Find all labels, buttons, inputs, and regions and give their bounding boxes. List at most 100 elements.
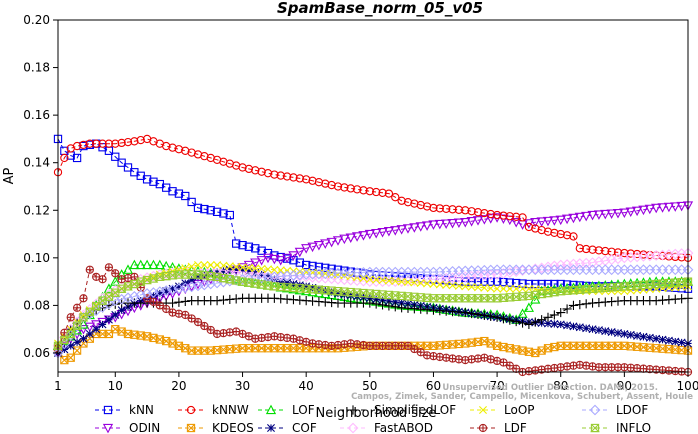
data-point	[383, 227, 395, 237]
data-point	[314, 262, 324, 272]
data-point	[461, 277, 470, 286]
data-point	[122, 264, 134, 274]
data-point	[461, 206, 470, 215]
data-point	[467, 277, 476, 286]
data-point	[66, 353, 75, 362]
legend-item-fastabod: FastABOD	[340, 421, 433, 434]
x-tick-label: 30	[235, 379, 250, 393]
data-point	[294, 247, 305, 258]
data-point	[644, 204, 655, 215]
data-point	[391, 272, 400, 281]
data-point	[129, 259, 140, 270]
data-point	[518, 213, 527, 222]
data-point	[423, 279, 432, 288]
data-point	[620, 248, 629, 258]
data-point	[651, 203, 662, 214]
data-point	[288, 283, 299, 292]
data-point	[631, 206, 643, 217]
data-point	[441, 219, 452, 229]
data-point	[460, 307, 470, 318]
data-point	[345, 287, 356, 297]
data-point	[568, 213, 579, 224]
data-point	[523, 302, 535, 312]
data-point	[66, 341, 75, 350]
data-point	[601, 246, 610, 256]
data-point	[212, 272, 223, 282]
data-point	[588, 245, 597, 254]
data-point	[504, 293, 515, 302]
data-point	[657, 203, 668, 213]
data-point	[333, 182, 343, 191]
data-point	[378, 296, 387, 305]
data-point	[396, 291, 407, 301]
data-point	[263, 248, 273, 258]
data-point	[372, 295, 381, 304]
data-point	[238, 263, 247, 272]
data-point	[186, 270, 197, 279]
data-point	[511, 218, 522, 228]
data-point	[671, 337, 680, 346]
data-point	[428, 294, 439, 303]
data-point	[480, 277, 489, 286]
data-point	[505, 284, 514, 293]
y-tick-label: 0.08	[23, 298, 50, 312]
data-point	[562, 231, 572, 240]
data-point	[639, 332, 648, 341]
legend-label: LoOP	[504, 403, 535, 417]
data-point	[200, 260, 209, 269]
data-point	[79, 140, 88, 150]
data-point	[232, 239, 241, 248]
data-point	[251, 166, 260, 175]
data-point	[238, 163, 247, 172]
data-point	[302, 175, 311, 184]
legend-marker	[479, 406, 487, 414]
data-point	[390, 291, 401, 300]
watermark-line-2: Unsupervised Outlier Detection. DAMI, 20…	[442, 383, 658, 393]
data-point	[371, 289, 382, 299]
watermark-line-1: Campos, Zimek, Sander, Campello, Micenko…	[351, 392, 693, 402]
data-point	[85, 265, 94, 274]
data-point	[128, 290, 140, 302]
data-point	[499, 358, 508, 367]
data-point	[372, 275, 381, 284]
legend-marker	[265, 404, 277, 415]
data-point	[434, 294, 445, 303]
data-point	[162, 304, 171, 314]
data-point	[327, 180, 336, 190]
data-point	[530, 218, 541, 228]
data-point	[313, 285, 324, 294]
legend-item-kdeos: KDEOS	[178, 421, 254, 434]
legend-item-inflo: INFLO	[582, 421, 651, 434]
data-point	[619, 282, 630, 291]
data-point	[485, 294, 496, 303]
data-point	[173, 270, 184, 279]
series-knnw	[53, 134, 693, 262]
data-point	[511, 292, 522, 301]
data-point	[638, 280, 649, 290]
data-point	[78, 313, 89, 322]
data-point	[498, 293, 509, 302]
legend-marker	[267, 424, 275, 432]
data-point	[72, 141, 82, 151]
data-point	[677, 338, 686, 347]
data-point	[594, 326, 603, 335]
data-point	[378, 271, 387, 280]
data-point	[141, 259, 153, 270]
data-point	[422, 202, 432, 211]
data-point	[658, 335, 667, 344]
legend-marker	[590, 423, 600, 433]
data-point	[486, 277, 495, 286]
data-point	[473, 208, 483, 217]
data-point	[498, 314, 509, 324]
data-point	[447, 218, 458, 229]
data-point	[187, 262, 196, 271]
data-point	[281, 253, 293, 264]
data-point	[384, 189, 394, 198]
data-point	[404, 278, 412, 287]
data-point	[466, 294, 477, 303]
series-inflo	[53, 270, 693, 350]
data-point	[135, 277, 146, 286]
data-point	[168, 187, 177, 196]
data-point	[181, 191, 190, 201]
